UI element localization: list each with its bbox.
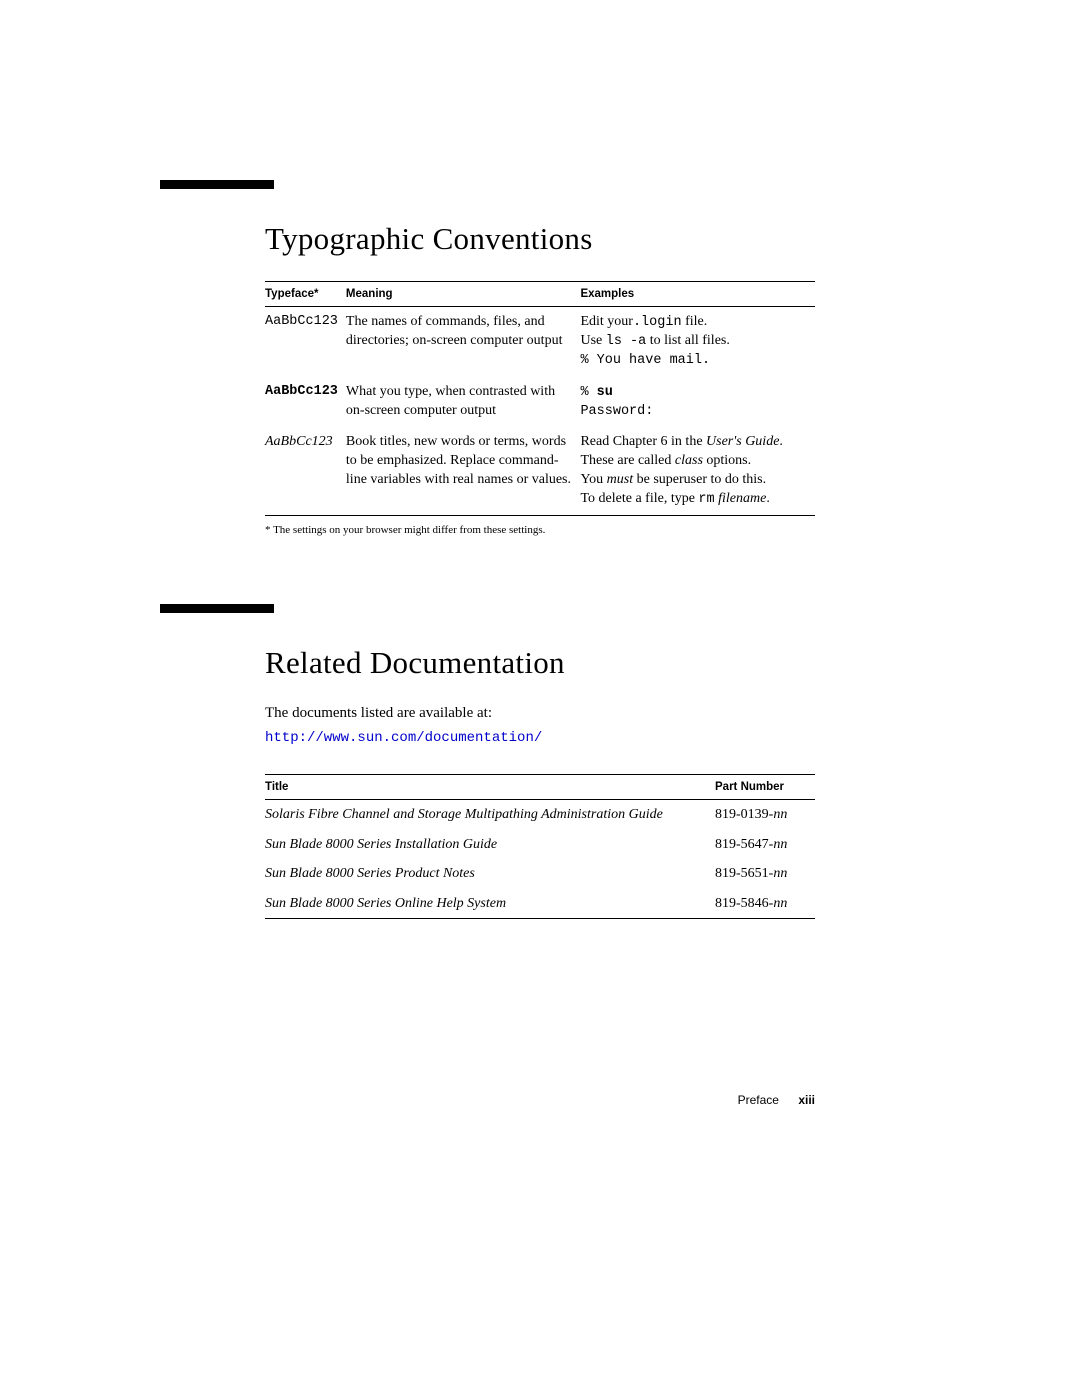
table-row: AaBbCc123 Book titles, new words or term… (265, 427, 815, 515)
page-footer: Preface xiii (738, 1093, 815, 1107)
doc-part-number: 819-5647-nn (715, 830, 815, 860)
header-part-number: Part Number (715, 774, 815, 799)
examples-cell: % su Password: (580, 377, 815, 427)
typeface-sample-italic: AaBbCc123 (265, 427, 346, 515)
typographic-conventions-table: Typeface* Meaning Examples AaBbCc123 The… (265, 281, 815, 516)
intro-text: The documents listed are available at: (265, 705, 815, 722)
header-meaning: Meaning (346, 282, 581, 307)
doc-title: Sun Blade 8000 Series Installation Guide (265, 830, 715, 860)
table-header-row: Typeface* Meaning Examples (265, 282, 815, 307)
header-title: Title (265, 774, 715, 799)
doc-part-number: 819-0139-nn (715, 799, 815, 829)
related-documentation-table: Title Part Number Solaris Fibre Channel … (265, 774, 815, 919)
doc-title: Sun Blade 8000 Series Online Help System (265, 889, 715, 919)
section-divider-bar (160, 180, 274, 189)
typeface-sample-mono-bold: AaBbCc123 (265, 377, 346, 427)
page: Typographic Conventions Typeface* Meanin… (0, 0, 1080, 1397)
table-row: Solaris Fibre Channel and Storage Multip… (265, 799, 815, 829)
meaning-text: The names of commands, files, and direct… (346, 307, 581, 377)
table-row: AaBbCc123 The names of commands, files, … (265, 307, 815, 377)
header-examples: Examples (580, 282, 815, 307)
doc-part-number: 819-5651-nn (715, 859, 815, 889)
section-divider-bar (160, 604, 274, 613)
table-row: AaBbCc123 What you type, when contrasted… (265, 377, 815, 427)
footer-section: Preface (738, 1093, 779, 1107)
doc-part-number: 819-5846-nn (715, 889, 815, 919)
table-row: Sun Blade 8000 Series Online Help System… (265, 889, 815, 919)
section-title-typographic: Typographic Conventions (160, 221, 815, 257)
table-footnote: * The settings on your browser might dif… (265, 524, 815, 536)
table-row: Sun Blade 8000 Series Product Notes 819-… (265, 859, 815, 889)
table-header-row: Title Part Number (265, 774, 815, 799)
footer-page-number: xiii (798, 1093, 815, 1107)
section-title-related: Related Documentation (160, 645, 815, 681)
section-related-documentation: Related Documentation The documents list… (160, 604, 815, 919)
examples-cell: Edit your.login file. Use ls -a to list … (580, 307, 815, 377)
header-typeface: Typeface* (265, 282, 346, 307)
meaning-text: What you type, when contrasted with on-s… (346, 377, 581, 427)
doc-title: Sun Blade 8000 Series Product Notes (265, 859, 715, 889)
table-row: Sun Blade 8000 Series Installation Guide… (265, 830, 815, 860)
documentation-url[interactable]: http://www.sun.com/documentation/ (265, 730, 815, 746)
doc-title: Solaris Fibre Channel and Storage Multip… (265, 799, 715, 829)
examples-cell: Read Chapter 6 in the User's Guide. Thes… (580, 427, 815, 515)
typeface-sample-mono: AaBbCc123 (265, 307, 346, 377)
meaning-text: Book titles, new words or terms, words t… (346, 427, 581, 515)
